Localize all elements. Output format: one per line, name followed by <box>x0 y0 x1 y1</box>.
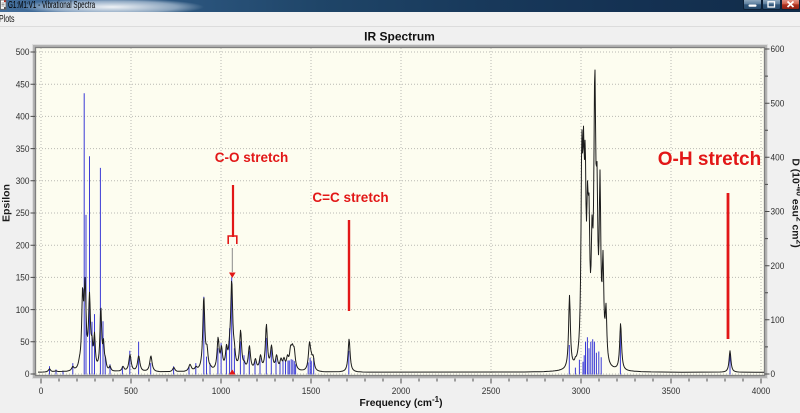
svg-text:450: 450 <box>16 79 30 90</box>
svg-text:500: 500 <box>124 386 138 397</box>
svg-text:C-O stretch: C-O stretch <box>215 150 289 165</box>
svg-text:0: 0 <box>771 369 776 380</box>
svg-text:100: 100 <box>771 315 785 326</box>
svg-text:0: 0 <box>25 369 30 380</box>
svg-text:150: 150 <box>16 273 30 284</box>
svg-text:2000: 2000 <box>392 386 410 397</box>
svg-text:300: 300 <box>16 176 30 187</box>
svg-text:100: 100 <box>16 305 30 316</box>
svg-text:0: 0 <box>39 386 44 397</box>
svg-text:2500: 2500 <box>482 386 500 397</box>
svg-text:4000: 4000 <box>752 386 770 397</box>
svg-text:500: 500 <box>16 47 30 58</box>
svg-text:350: 350 <box>16 144 30 155</box>
svg-text:500: 500 <box>771 98 785 109</box>
svg-text:50: 50 <box>20 337 29 348</box>
svg-text:1500: 1500 <box>302 386 320 397</box>
svg-text:D (10-40 esu2 cm2): D (10-40 esu2 cm2) <box>790 158 800 247</box>
svg-text:300: 300 <box>771 207 785 218</box>
svg-text:IR Spectrum: IR Spectrum <box>364 30 435 44</box>
svg-text:O-H stretch: O-H stretch <box>658 149 761 170</box>
svg-text:200: 200 <box>16 240 30 251</box>
svg-text:1000: 1000 <box>212 386 230 397</box>
svg-text:400: 400 <box>771 153 785 164</box>
svg-text:C=C stretch: C=C stretch <box>312 190 388 205</box>
svg-text:3000: 3000 <box>572 386 590 397</box>
svg-text:600: 600 <box>771 44 785 55</box>
svg-text:Frequency (cm-1): Frequency (cm-1) <box>360 395 443 409</box>
svg-text:3500: 3500 <box>662 386 680 397</box>
svg-text:250: 250 <box>16 208 30 219</box>
svg-text:200: 200 <box>771 261 785 272</box>
svg-text:400: 400 <box>16 112 30 123</box>
svg-text:Epsilon: Epsilon <box>1 184 13 222</box>
